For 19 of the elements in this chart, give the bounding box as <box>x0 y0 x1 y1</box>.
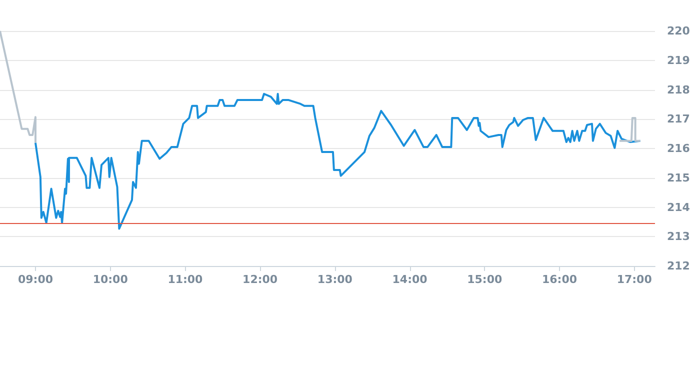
x-tick-label: 13:00 <box>317 273 353 286</box>
y-tick-label: 215 <box>667 171 690 184</box>
y-tick-label: 219 <box>667 54 690 67</box>
y-tick-label: 214 <box>667 200 690 214</box>
y-tick-label: 220 <box>667 24 690 38</box>
line-series <box>0 30 36 144</box>
x-tick-label: 10:00 <box>92 273 128 286</box>
x-tick-label: 14:00 <box>392 273 428 286</box>
x-tick-label: 12:00 <box>242 273 278 286</box>
y-tick-label: 213 <box>667 230 690 244</box>
x-tick-label: 11:00 <box>168 273 204 286</box>
x-tick-label: 16:00 <box>542 273 578 286</box>
y-tick-label: 216 <box>667 142 690 155</box>
y-tick-label: 218 <box>667 83 690 96</box>
x-tick-label: 17:00 <box>616 273 652 286</box>
x-tick-label: 09:00 <box>18 273 54 286</box>
y-tick-label: 217 <box>667 112 690 126</box>
y-tick-label: 212 <box>667 260 690 272</box>
x-tick-label: 15:00 <box>467 273 502 286</box>
